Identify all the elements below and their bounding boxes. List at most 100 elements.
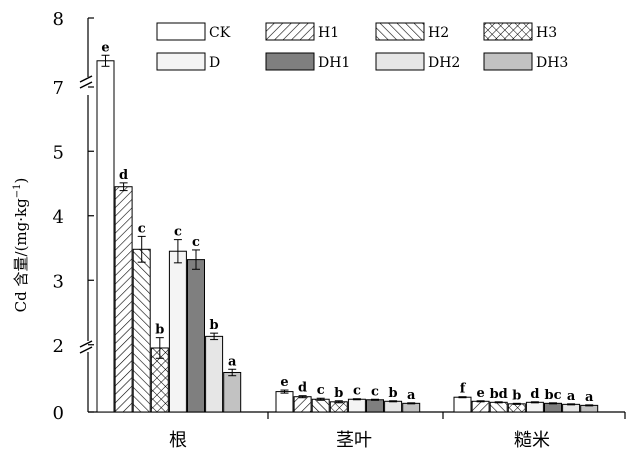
significance-letter: a — [567, 389, 576, 404]
legend-swatch — [483, 52, 533, 71]
y-tick-label: 7 — [53, 78, 64, 99]
y-tick-label: 3 — [53, 271, 64, 292]
y-tick-label: 4 — [53, 207, 64, 228]
error-bar — [567, 403, 576, 406]
legend-label: DH2 — [428, 55, 460, 71]
significance-letter: a — [228, 354, 237, 369]
error-bar — [173, 239, 182, 264]
x-category-label: 根 — [169, 430, 187, 451]
significance-letter: e — [101, 40, 109, 55]
y-axis-label: Cd 含量/(mg·kg−1) — [12, 178, 30, 313]
error-bar — [334, 400, 343, 404]
error-bar — [458, 396, 467, 399]
bar — [562, 403, 581, 413]
error-bar — [512, 402, 521, 405]
bar — [507, 403, 526, 413]
error-bar — [407, 402, 416, 405]
significance-letter: a — [407, 388, 416, 403]
error-bar — [585, 404, 594, 407]
bar — [544, 402, 562, 413]
bar — [311, 398, 330, 413]
legend-item: DH2 — [375, 52, 460, 71]
error-bar — [298, 395, 307, 399]
error-bar — [549, 402, 557, 405]
significance-letter: c — [138, 221, 146, 236]
error-bar — [155, 337, 164, 359]
legend-swatch — [265, 22, 315, 41]
bar — [471, 400, 490, 413]
error-bar — [119, 182, 128, 192]
bar — [96, 60, 115, 413]
significance-letter: b — [389, 386, 398, 401]
significance-letter: bd — [490, 387, 508, 402]
significance-letter: b — [334, 386, 343, 401]
legend-swatch — [375, 52, 425, 71]
bar — [453, 396, 472, 413]
significance-letter: d — [530, 387, 539, 402]
error-bar — [137, 235, 146, 263]
x-category-label: 糙米 — [514, 430, 550, 451]
bar — [205, 335, 224, 413]
legend-label: CK — [209, 25, 231, 41]
bar — [402, 402, 421, 413]
axis-break-mark — [79, 340, 93, 354]
error-bar — [192, 249, 200, 270]
legend-label: DH1 — [318, 55, 350, 71]
error-bar — [228, 368, 237, 377]
error-bar — [476, 400, 485, 403]
legend-item: DH1 — [265, 52, 350, 71]
legend-item: H3 — [483, 22, 557, 41]
y-tick-label: 2 — [53, 336, 64, 357]
x-axis: 根 茎叶 糙米 — [88, 411, 626, 451]
legend-swatch — [375, 22, 425, 41]
error-bar — [316, 397, 325, 401]
bar — [489, 401, 508, 413]
y-tick-label: 8 — [53, 9, 64, 30]
significance-letter: bc — [544, 388, 561, 403]
legend-label: DH3 — [536, 55, 568, 71]
legend-item: H2 — [375, 22, 449, 41]
legend-swatch — [265, 52, 315, 71]
legend-label: H3 — [536, 25, 557, 41]
bar-group: f e bd b d bc a a — [453, 382, 599, 413]
legend-item: H1 — [265, 22, 339, 41]
significance-letter: c — [192, 235, 200, 250]
y-tick-label: 5 — [53, 142, 64, 163]
bar — [293, 396, 312, 413]
error-bar — [530, 401, 539, 404]
significance-letter: b — [512, 388, 521, 403]
significance-letter: c — [174, 225, 182, 240]
error-bar — [389, 400, 398, 403]
significance-letter: e — [476, 386, 484, 401]
bar — [187, 259, 205, 413]
bar — [366, 399, 384, 413]
error-bar — [210, 332, 219, 341]
significance-letter: c — [353, 384, 361, 399]
significance-letter: c — [317, 383, 325, 398]
bar — [525, 401, 544, 413]
axis-break-mark — [79, 75, 93, 89]
legend-item: CK — [156, 22, 231, 41]
significance-letter: d — [119, 168, 128, 183]
significance-letter: f — [460, 382, 467, 397]
significance-letter: e — [280, 375, 288, 390]
legend-label: D — [209, 55, 220, 71]
legend-swatch — [156, 52, 206, 71]
bar — [275, 391, 294, 413]
error-bar — [352, 398, 361, 401]
x-category-label: 茎叶 — [336, 430, 372, 451]
bar — [223, 371, 242, 413]
y-axis: 0 2 3 4 5 7 8 — [53, 9, 94, 424]
bar — [114, 186, 133, 413]
legend-swatch — [156, 22, 206, 41]
significance-letter: d — [298, 381, 307, 396]
significance-letter: a — [585, 390, 594, 405]
legend: CK H1 H2 H3 D DH1 DH2 DH3 — [156, 22, 568, 71]
significance-letter: b — [155, 323, 164, 338]
error-bar — [371, 398, 379, 401]
bar — [384, 400, 403, 413]
